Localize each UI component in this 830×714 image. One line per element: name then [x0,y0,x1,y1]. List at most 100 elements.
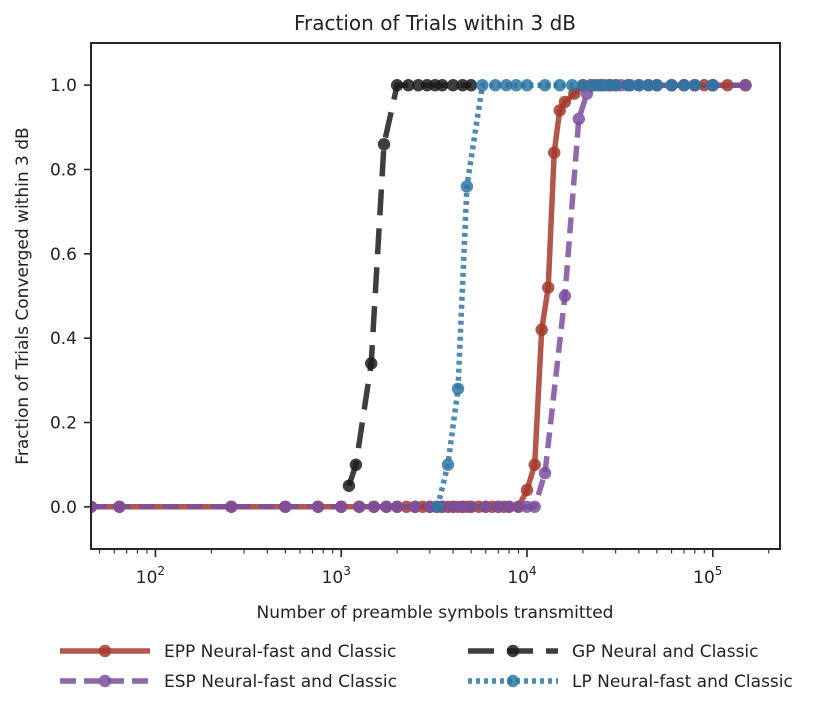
data-point [441,458,455,471]
data-point [279,500,292,513]
series-line [91,82,746,510]
series-2 [342,79,478,492]
legend-marker [506,644,520,658]
data-point [548,146,561,159]
legend-entry: GP Neural and Classic [468,642,759,662]
chart-title: Fraction of Trials within 3 dB [294,11,576,35]
data-point [576,79,590,92]
data-point [380,500,393,513]
data-point [460,180,474,193]
data-point [412,79,425,92]
data-point [335,500,348,513]
data-point [446,500,460,513]
y-tick-label: 0.0 [50,498,77,518]
data-point [409,500,422,513]
data-point [642,79,655,92]
data-point [706,79,719,92]
data-point [492,500,505,513]
data-point [436,79,449,92]
data-point [390,79,404,92]
y-axis-label: Fraction of Trials Converged within 3 dB [13,127,33,464]
legend-marker [506,674,520,688]
data-point [479,500,492,513]
legend-entry: LP Neural-fast and Classic [468,672,793,692]
x-tick-label: 104 [507,564,536,588]
data-point [311,500,325,513]
data-point [677,79,691,92]
x-tick-label: 103 [322,564,351,588]
data-point [558,95,572,109]
x-tick-label: 102 [136,564,165,588]
data-point [698,79,711,92]
y-tick-label: 0.4 [50,329,77,349]
legend-label: EPP Neural-fast and Classic [164,642,396,662]
y-tick-label: 0.2 [50,414,77,434]
data-point [688,79,701,92]
data-point [572,112,585,126]
legend-label: GP Neural and Classic [572,642,759,662]
data-point [520,79,534,92]
data-point [390,500,404,513]
data-point [431,500,444,513]
plot-frame [90,42,781,550]
legend-label: ESP Neural-fast and Classic [164,672,397,692]
data-point [528,458,541,471]
data-point [528,500,541,513]
x-tick-label: 105 [693,564,722,588]
data-point [225,500,238,513]
legend: EPP Neural-fast and Classic ESP Neural-fa… [60,642,793,692]
data-point [558,289,572,303]
data-point [446,79,460,92]
data-point [538,466,552,480]
data-point [632,79,646,92]
data-point [365,357,378,370]
legend-entry: EPP Neural-fast and Classic [60,642,396,662]
series-1 [91,79,752,513]
data-point [542,281,555,294]
legend-entry: ESP Neural-fast and Classic [60,672,397,692]
data-point [353,500,366,513]
data-point [538,79,552,92]
data-point [609,79,622,92]
data-point [367,500,381,513]
y-tick-label: 1.0 [50,76,77,96]
series-0 [91,79,752,513]
data-point [500,79,513,92]
data-point [464,79,478,92]
data-point [520,483,534,497]
data-point [113,500,126,513]
data-point [464,500,478,513]
data-point [456,79,469,92]
data-point [342,479,356,492]
data-point [650,79,664,92]
data-point [665,79,678,92]
data-point [621,79,635,92]
legend-label: LP Neural-fast and Classic [572,672,793,692]
data-point [502,500,516,513]
data-point [512,500,525,513]
data-point [739,79,752,92]
data-point [377,138,391,151]
data-point [489,79,502,92]
data-point [456,500,469,513]
data-point [402,79,415,92]
y-tick-label: 0.8 [50,161,77,181]
data-point [451,382,465,395]
y-tick-label: 0.6 [50,245,77,265]
legend-marker [98,644,112,658]
data-point [566,79,579,92]
data-point [510,79,523,92]
data-point [476,79,489,92]
legend-marker [98,674,112,688]
data-point [553,79,566,92]
series-layer [91,79,752,513]
data-point [586,79,599,92]
series-line [91,82,746,510]
data-point [349,458,363,471]
data-point [721,79,734,92]
data-point [535,323,548,336]
x-axis-label: Number of preamble symbols transmitted [257,603,614,623]
axis-ticks: 0.0 0.2 0.4 0.6 0.8 1.0 102 103 104 105 [50,76,770,588]
data-point [91,500,98,513]
